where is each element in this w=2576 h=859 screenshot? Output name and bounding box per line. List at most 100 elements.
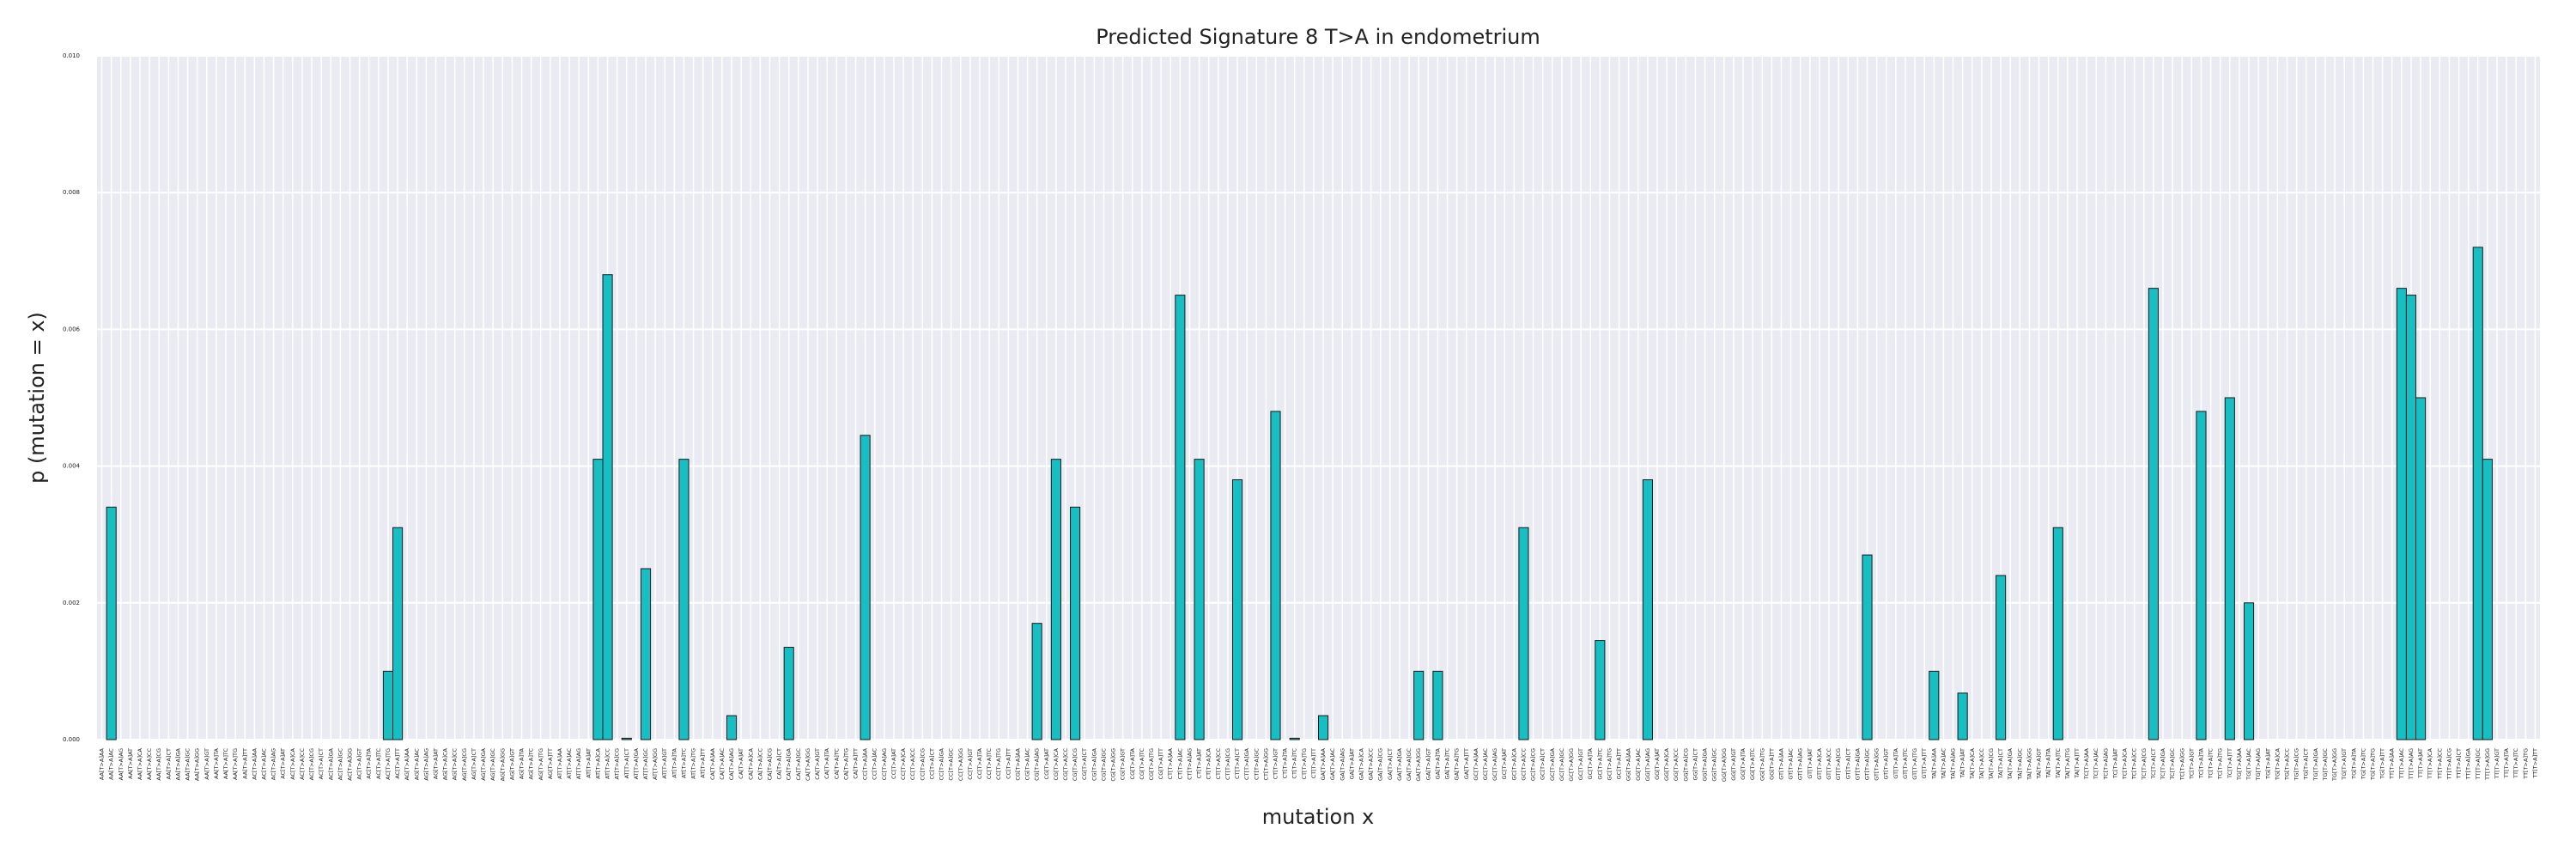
x-tick-label: CA[T>A]CT — [776, 748, 783, 779]
x-tick-label: GA[T>A]TT — [1463, 748, 1470, 779]
x-tick-label: TC[T>A]TT — [2227, 748, 2233, 779]
x-tick-label: TC[T>A]AA — [2083, 747, 2090, 780]
y-tick-label: 0.010 — [63, 52, 80, 59]
x-tick-label: AT[T>A]GT — [661, 748, 668, 779]
bar — [1413, 670, 1425, 740]
bar — [1432, 670, 1443, 740]
x-tick-label: CT[T>A]TC — [1291, 748, 1298, 779]
x-tick-label: AT[T>A]TA — [671, 747, 677, 777]
x-tick-label: TG[T>A]AT — [2264, 748, 2271, 780]
x-tick-label: GG[T>A]CG — [1682, 748, 1689, 782]
x-tick-label: AT[T>A]AT — [585, 748, 592, 778]
x-tick-label: CG[T>A]CT — [1081, 748, 1088, 780]
x-tick-label: GC[T>A]TC — [1596, 748, 1603, 780]
bar — [592, 459, 604, 740]
x-tick-label: AC[T>A]CA — [289, 747, 296, 779]
x-tick-label: CT[T>A]TA — [1282, 747, 1289, 778]
x-tick-label: AC[T>A]CG — [308, 748, 315, 780]
x-tick-label: TA[T>A]GA — [2007, 747, 2014, 780]
x-tick-label: CT[T>A]AT — [1196, 748, 1203, 778]
x-tick-label: CC[T>A]AG — [881, 748, 888, 780]
x-tick-label: AT[T>A]CA — [594, 747, 601, 778]
x-tick-label: CA[T>A]AG — [728, 748, 735, 780]
x-tick-label: AG[T>A]CT — [471, 748, 477, 780]
bar — [1996, 575, 2007, 740]
x-tick-label: AA[T>A]AG — [118, 748, 125, 780]
bar — [1194, 459, 1205, 740]
x-tick-label: GA[T>A]TG — [1454, 748, 1461, 780]
x-tick-label: CG[T>A]AT — [1043, 748, 1050, 779]
x-tick-label: CA[T>A]GG — [805, 748, 811, 781]
x-tick-label: GC[T>A]AG — [1492, 748, 1498, 781]
x-tick-label: AC[T>A]GA — [327, 747, 334, 780]
bar — [1595, 640, 1606, 740]
x-tick-label: GG[T>A]AT — [1654, 748, 1661, 780]
x-tick-label: TG[T>A]GA — [2312, 747, 2319, 781]
x-tick-label: GG[T>A]TT — [1768, 748, 1775, 780]
x-tick-label: AT[T>A]CT — [623, 748, 630, 778]
x-tick-label: AG[T>A]GT — [508, 748, 515, 780]
x-tick-label: CG[T>A]TG — [1148, 748, 1155, 781]
x-tick-label: CG[T>A]TA — [1129, 747, 1136, 779]
x-tick-label: GG[T>A]CT — [1692, 748, 1698, 781]
x-tick-label: TA[T>A]TT — [2074, 748, 2081, 779]
x-tick-label: GC[T>A]AA — [1473, 747, 1479, 780]
bar — [2396, 288, 2407, 740]
x-tick-label: AA[T>A]AC — [108, 748, 115, 780]
x-tick-label: GC[T>A]CT — [1540, 748, 1546, 780]
x-tick-label: AT[T>A]GG — [652, 748, 659, 780]
bar — [783, 647, 794, 740]
x-tick-label: CC[T>A]TA — [976, 747, 983, 778]
x-tick-label: TC[T>A]GC — [2169, 748, 2176, 781]
x-axis-label: mutation x — [1262, 805, 1375, 829]
x-tick-label: TC[T>A]AG — [2102, 748, 2109, 780]
x-tick-label: CG[T>A]GT — [1120, 748, 1127, 780]
bar — [621, 737, 632, 740]
x-tick-label: GA[T>A]CT — [1387, 748, 1394, 780]
x-tick-label: TT[T>A]CC — [2436, 748, 2443, 780]
x-tick-label: GT[T>A]GA — [1854, 747, 1861, 780]
bar — [2196, 411, 2207, 740]
x-tick-label: AG[T>A]GA — [480, 747, 487, 780]
x-tick-label: CC[T>A]AC — [872, 748, 878, 780]
x-tick-label: CA[T>A]TA — [823, 747, 830, 778]
bar — [1270, 411, 1281, 740]
x-tick-label: TG[T>A]TG — [2370, 748, 2377, 781]
x-tick-label: GG[T>A]TA — [1740, 747, 1747, 779]
x-tick-label: TT[T>A]TC — [2512, 748, 2519, 779]
x-tick-label: AC[T>A]GC — [337, 748, 343, 781]
bar — [106, 506, 117, 740]
x-tick-label: CT[T>A]GA — [1243, 747, 1250, 779]
x-tick-label: GG[T>A]CC — [1673, 748, 1680, 782]
x-tick-label: TT[T>A]GA — [2465, 747, 2472, 780]
x-tick-label: AC[T>A]GG — [347, 748, 354, 781]
x-tick-label: CC[T>A]CT — [928, 748, 935, 780]
bar — [1231, 479, 1243, 740]
x-tick-label: AC[T>A]GT — [356, 748, 363, 780]
x-tick-label: GG[T>A]AG — [1644, 748, 1651, 781]
x-tick-label: AG[T>A]TA — [519, 747, 526, 779]
x-tick-label: TG[T>A]AG — [2255, 748, 2262, 781]
x-tick-label: TC[T>A]CT — [2150, 748, 2157, 780]
bar — [1518, 527, 1529, 740]
x-tick-label: CA[T>A]GC — [795, 748, 802, 781]
x-tick-label: CC[T>A]GA — [939, 747, 945, 780]
bar — [602, 274, 613, 740]
x-tick-label: TT[T>A]AG — [2408, 748, 2415, 780]
x-tick-label: AA[T>A]CC — [146, 748, 153, 781]
bar — [2243, 602, 2255, 740]
x-tick-label: CT[T>A]AA — [1167, 747, 1174, 779]
x-tick-label: GA[T>A]GT — [1425, 748, 1431, 780]
x-tick-label: GG[T>A]AC — [1635, 748, 1642, 781]
x-tick-label: AC[T>A]AC — [260, 748, 267, 780]
x-tick-label: TG[T>A]CG — [2293, 748, 2300, 782]
x-tick-label: TC[T>A]GT — [2188, 748, 2195, 780]
x-tick-label: AA[T>A]CT — [165, 748, 172, 780]
x-tick-label: GA[T>A]CA — [1358, 747, 1365, 780]
x-tick-label: AA[T>A]AT — [127, 748, 134, 779]
x-tick-label: TT[T>A]GG — [2484, 748, 2491, 781]
x-tick-label: GG[T>A]GA — [1702, 747, 1709, 781]
x-tick-label: TA[T>A]TA — [2045, 747, 2052, 778]
x-tick-label: GA[T>A]AC — [1329, 748, 1336, 781]
x-tick-label: CG[T>A]CC — [1062, 748, 1069, 781]
